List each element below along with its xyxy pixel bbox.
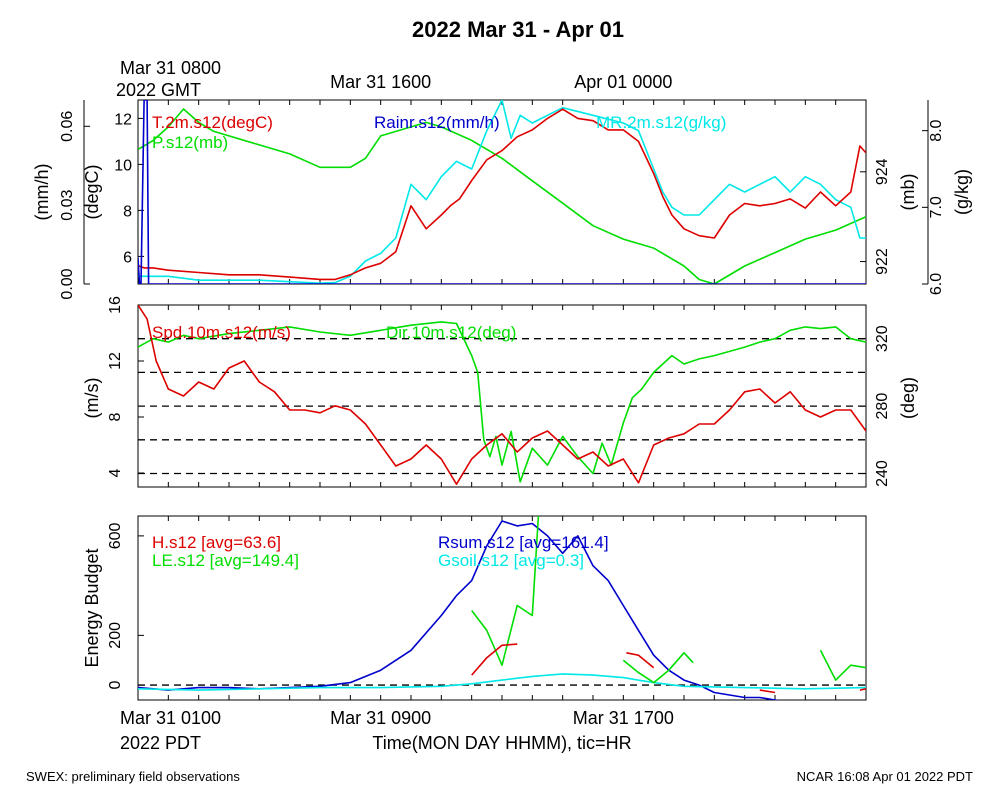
temp-axis-tick-label: 10 [114, 157, 132, 174]
series-line-spd-10m-s12 [138, 305, 866, 486]
direction-axis-tick-label: 240 [874, 460, 891, 487]
direction-axis-label: (deg) [898, 377, 918, 419]
temp-axis-label: (degC) [82, 164, 102, 219]
speed-axis-label: (m/s) [82, 378, 102, 419]
series-line-rsum-s12 [138, 520, 780, 700]
legend-p-s12: P.s12(mb) [152, 133, 228, 152]
energy-axis-tick-label: 200 [107, 622, 124, 649]
legend-rsum-s12: Rsum.s12 [avg=161.4] [438, 533, 609, 552]
series-line-le-s12 [622, 651, 694, 684]
series-line-le-s12 [819, 649, 866, 681]
series-line-rainr-s12 [138, 100, 866, 284]
temp-axis-tick-label: 8 [123, 203, 132, 220]
temp-axis-tick-label: 12 [114, 111, 132, 128]
mixing-ratio-axis-tick-label: 7.0 [928, 196, 945, 218]
panel-top: 0.00 0.03 0.06 (mm/h) 6 8 10 12 (degC) 922 924 (mb)… [32, 99, 972, 300]
series-line-mr-2m-s12 [138, 100, 866, 284]
series-line-h-s12 [759, 689, 776, 694]
temp-axis-tick-label: 6 [123, 249, 132, 266]
top-series-group [138, 100, 866, 284]
legend-mr-2m-s12: MR.2m.s12(g/kg) [596, 113, 726, 132]
series-line-gsoil-s12 [138, 673, 866, 691]
pressure-axis-label: (mb) [898, 174, 918, 211]
direction-axis-tick-label: 320 [874, 325, 891, 352]
speed-axis-tick-label: 12 [107, 352, 124, 370]
top-time-tick-label: Apr 01 0000 [574, 72, 672, 92]
footer-left: SWEX: preliminary field observations [26, 769, 240, 784]
rain-axis-label: (mm/h) [32, 164, 52, 221]
legend-le-s12: LE.s12 [avg=149.4] [152, 551, 299, 570]
top-time-ticks: Mar 31 1600 Apr 01 0000 [330, 72, 672, 92]
bottom-time-start-line1: Mar 31 0100 [120, 708, 221, 728]
energy-axis-label: Energy Budget [82, 548, 102, 667]
mixing-ratio-axis-tick-label: 8.0 [928, 119, 945, 141]
rain-axis-tick-label: 0.06 [59, 111, 76, 142]
legend-gsoil-s12: Gsoil.s12 [avg=0.3] [438, 551, 584, 570]
x-axis-label: Time(MON DAY HHMM), tic=HR [372, 733, 631, 753]
mixing-ratio-axis-tick-label: 6.0 [928, 273, 945, 295]
series-line-p-s12 [138, 108, 866, 284]
speed-axis-tick-label: 8 [107, 412, 124, 421]
footer-right: NCAR 16:08 Apr 01 2022 PDT [797, 769, 973, 784]
series-line-le-s12 [471, 516, 540, 667]
bottom-time-start-line2: 2022 PDT [120, 733, 201, 753]
panel-middle: 4 8 12 16 (m/s) 240 280 320 (deg) Spd.10m.s12(m/s… [82, 296, 918, 488]
series-line-dir-10m-s12 [138, 321, 866, 483]
top-time-start-line1: Mar 31 0800 [120, 58, 221, 78]
speed-axis-tick-label: 4 [107, 468, 124, 477]
legend-t-2m-s12: T.2m.s12(degC) [152, 113, 273, 132]
bottom-time-ticks: Mar 31 0900 Mar 31 1700 [330, 708, 674, 728]
energy-axis-tick-label: 0 [107, 681, 124, 690]
legend-spd-10m-s12: Spd.10m.s12(m/s) [152, 323, 291, 342]
direction-axis-tick-label: 280 [874, 393, 891, 420]
bottom-time-tick-label: Mar 31 0900 [330, 708, 431, 728]
series-line-t-2m-s12 [138, 108, 866, 281]
series-line-h-s12 [471, 643, 518, 676]
pressure-axis-tick-label: 922 [874, 248, 891, 275]
mixing-ratio-axis-label: (g/kg) [952, 169, 972, 215]
speed-axis-tick-label: 16 [107, 296, 124, 314]
rain-axis-tick-label: 0.03 [59, 189, 76, 220]
bottom-series-group [138, 516, 866, 700]
rain-axis-tick-label: 0.00 [59, 268, 76, 299]
energy-axis-tick-label: 600 [107, 522, 124, 549]
legend-rainr-s12: Rainr.s12(mm/h) [374, 113, 500, 132]
bottom-time-tick-label: Mar 31 1700 [573, 708, 674, 728]
top-time-start-line2: 2022 GMT [116, 80, 201, 100]
panel-bottom: 0 200 600 Energy Budget H.s12 [avg=63.6]LE.s… [82, 515, 867, 701]
legend-dir-10m-s12: Dir.10m.s12(deg) [386, 323, 516, 342]
middle-series-group [138, 305, 866, 486]
series-line-h-s12 [859, 688, 866, 691]
top-time-tick-label: Mar 31 1600 [330, 72, 431, 92]
series-line-h-s12 [626, 652, 655, 669]
chart-title: 2022 Mar 31 - Apr 01 [412, 17, 624, 42]
legend-h-s12: H.s12 [avg=63.6] [152, 533, 281, 552]
pressure-axis-tick-label: 924 [874, 158, 891, 185]
